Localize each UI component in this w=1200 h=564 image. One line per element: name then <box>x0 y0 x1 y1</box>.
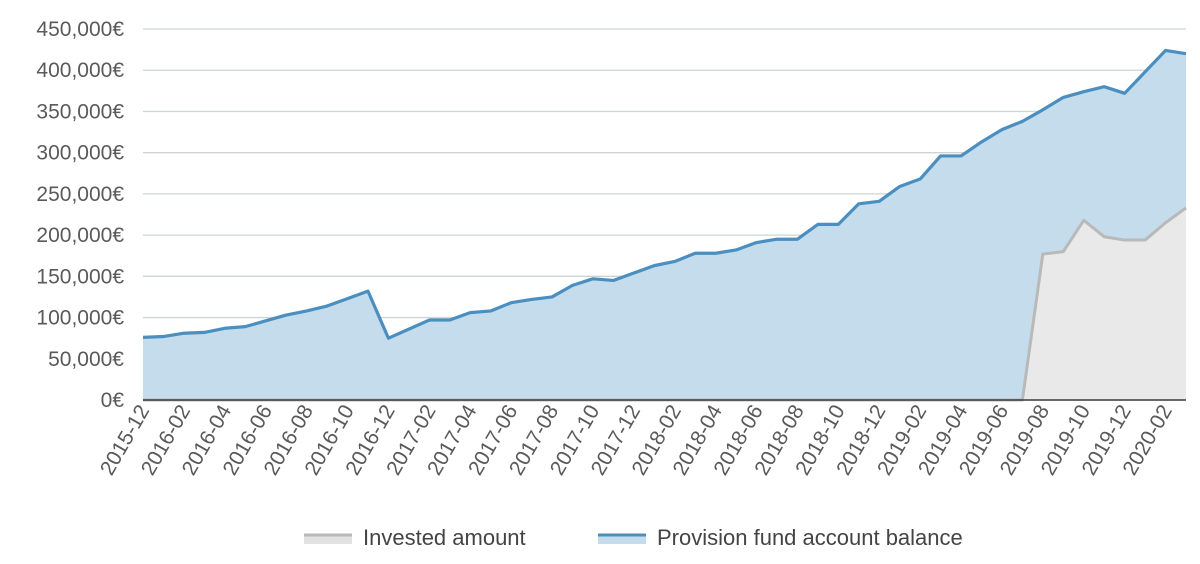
legend-item-provision[interactable]: Provision fund account balance <box>598 525 963 550</box>
series-areas <box>143 50 1186 400</box>
provision-area <box>143 50 1186 400</box>
y-tick-label: 50,000€ <box>48 348 124 371</box>
legend-label-invested: Invested amount <box>363 525 526 550</box>
y-tick-label: 250,000€ <box>36 183 124 206</box>
y-tick-label: 450,000€ <box>36 18 124 41</box>
y-axis-tick-labels: 0€ 50,000€ 100,000€ 150,000€ 200,000€ 250,000… <box>36 18 124 412</box>
legend-item-invested[interactable]: Invested amount <box>304 525 526 550</box>
legend: Invested amount Provision fund account b… <box>304 525 963 550</box>
y-tick-label: 300,000€ <box>36 142 124 165</box>
y-tick-label: 150,000€ <box>36 265 124 288</box>
legend-label-provision: Provision fund account balance <box>657 525 963 550</box>
x-axis-tick-labels: 2015-122016-022016-042016-062016-082016-… <box>96 401 1177 480</box>
y-tick-label: 100,000€ <box>36 307 124 330</box>
provision-line <box>142 48 1187 340</box>
y-tick-label: 350,000€ <box>36 100 124 123</box>
y-tick-label: 0€ <box>101 389 125 412</box>
invested-area <box>143 207 1186 400</box>
y-tick-label: 200,000€ <box>36 224 124 247</box>
y-tick-label: 400,000€ <box>36 59 124 82</box>
